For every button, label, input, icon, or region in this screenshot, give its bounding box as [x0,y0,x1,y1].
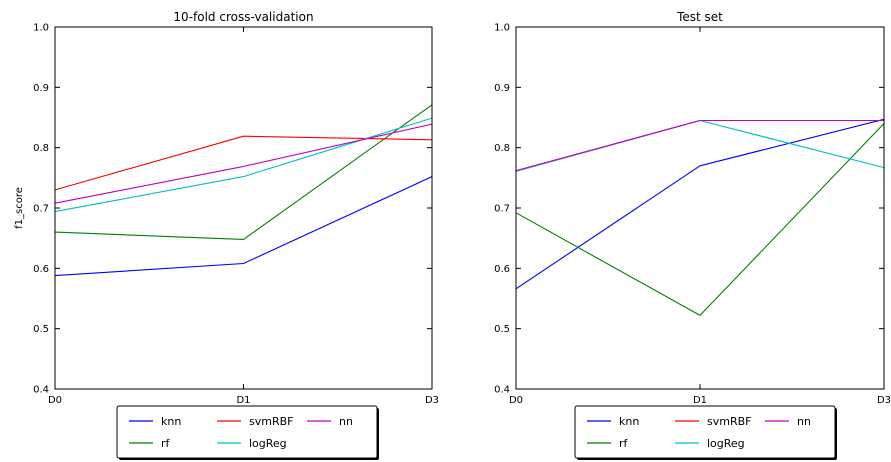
y-tick-label: 0.4 [33,385,49,396]
x-tick-label: D0 [48,395,62,406]
legend-label: rf [619,437,629,450]
legend-label: svmRBF [707,415,751,428]
y-tick-label: 0.8 [494,143,510,154]
x-tick-label: D0 [509,395,523,406]
x-tick-label: D1 [693,395,707,406]
y-tick-label: 0.8 [33,143,49,154]
chart-panel-1: 10-fold cross-validation f1_score 0.4 0.5 0.… [14,10,439,460]
y-tick-label: 0.5 [33,324,49,335]
legend-label: rf [161,437,171,450]
legend-label: knn [619,415,639,428]
legend-box [574,405,836,459]
legend-label: logReg [249,437,287,450]
y-tick-label: 0.9 [33,83,49,94]
y-tick-label: 0.5 [494,324,510,335]
chart-title: 10-fold cross-validation [173,10,313,24]
x-tick-label: D3 [877,395,891,406]
legend-label: svmRBF [249,415,293,428]
y-axis-label: f1_score [14,187,25,229]
series-line-knn [54,176,433,277]
series-line-logReg [54,117,433,213]
y-tick-label: 1.0 [494,23,510,34]
y-tick-label: 0.9 [494,83,510,94]
legend-box [116,405,378,459]
series-line-rf [515,123,885,316]
series-line-knn [515,118,885,290]
chart-title: Test set [676,10,723,24]
y-tick-label: 0.4 [494,385,510,396]
series-line-nn [54,123,433,204]
legend: knn rf svmRBF logReg nn [116,405,379,460]
plot-frame [515,26,885,390]
legend-label: nn [339,415,353,428]
legend-label: knn [161,415,181,428]
x-tick-label: D3 [425,395,439,406]
chart-panel-2: Test set 0.4 0.5 0.6 0.7 0.8 0.9 1.0 D0 D1 D3 knn rf… [494,10,891,460]
y-tick-label: 1.0 [33,23,49,34]
y-tick-label: 0.7 [494,204,510,215]
plot-frame [54,26,433,390]
x-tick-label: D1 [236,395,250,406]
y-tick-label: 0.6 [33,264,49,275]
y-tick-label: 0.6 [494,264,510,275]
legend: knn rf svmRBF logReg nn [574,405,837,460]
series-line-nn [515,119,884,172]
legend-label: nn [797,415,811,428]
legend-label: logReg [707,437,745,450]
series-line-rf [54,104,433,240]
y-tick-label: 0.7 [33,204,49,215]
